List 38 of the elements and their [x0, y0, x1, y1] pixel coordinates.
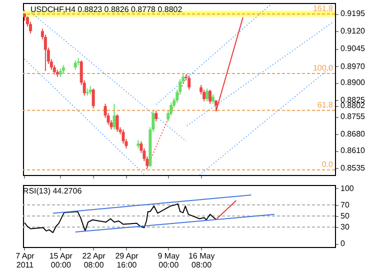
y-tick-label: 0.9195: [340, 9, 366, 18]
candlestick: [202, 89, 206, 102]
y-tick-label: 0.9120: [340, 26, 366, 36]
candlestick: [188, 75, 191, 90]
y-tick-label: 100: [340, 184, 354, 193]
y-tick-label: 0.8900: [340, 78, 366, 88]
candlestick: [74, 60, 77, 70]
candlestick: [112, 103, 116, 130]
candlestick: [122, 129, 125, 144]
candlestick: [154, 110, 158, 122]
candlestick: [206, 88, 209, 102]
candlestick: [116, 114, 119, 132]
candlestick: [214, 100, 218, 112]
y-tick-label: 0.9045: [340, 44, 366, 54]
y-tick-label: 0.8610: [340, 146, 366, 156]
annotation: 61.8: [317, 100, 334, 110]
y-tick-label: 0.8755: [340, 112, 366, 122]
y-tick-label: 0.8535: [340, 164, 366, 173]
chart-title: USDCHF,H4 0.8823 0.8826 0.8778 0.8802: [30, 5, 183, 14]
annotation: 0.0: [322, 160, 334, 169]
y-tick-label: 0: [340, 239, 346, 248]
candlestick: [208, 89, 212, 104]
y-tick-label: 50: [340, 212, 350, 220]
x-tick-label: 9 May 00:00: [158, 252, 180, 270]
candlestick: [92, 88, 95, 109]
y-tick-label: 70: [340, 200, 350, 210]
annotation: 100.0: [312, 64, 334, 73]
y-tick-label: 0.8970: [340, 62, 366, 71]
x-tick-label: 22 Apr 08:00: [82, 252, 106, 270]
y-tick-label: 0.8802: [340, 101, 366, 110]
x-tick-label: 16 May 08:00: [188, 252, 215, 270]
x-tick-label: 29 Apr 16:00: [115, 252, 139, 270]
y-tick-label: 0.8680: [340, 130, 366, 139]
x-tick-label: 15 Apr 00:00: [49, 252, 73, 270]
annotation: 161.8: [312, 4, 334, 14]
candlestick: [212, 94, 215, 104]
x-tick-label: 7 Apr 2011: [16, 252, 35, 270]
y-tick-label: 30: [340, 222, 350, 232]
